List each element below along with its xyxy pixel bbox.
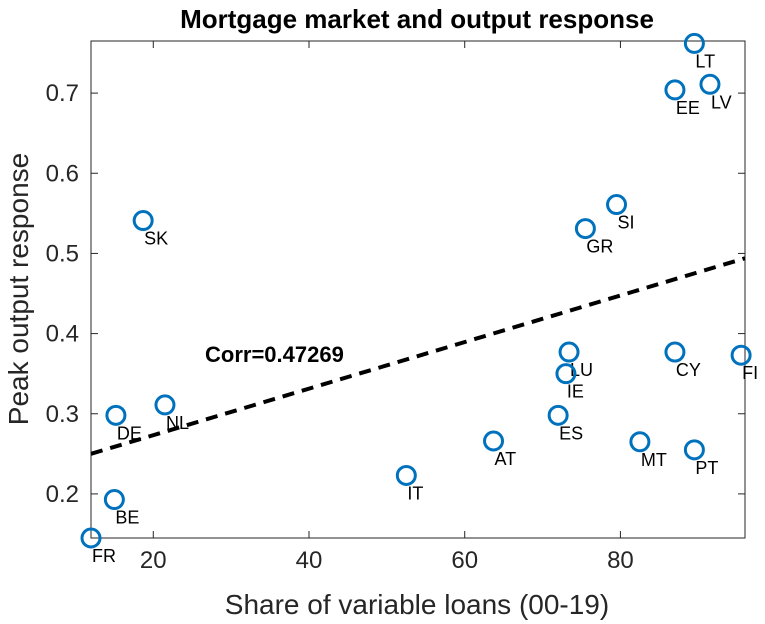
data-point-de xyxy=(105,404,127,426)
y-tick-label: 0.2 xyxy=(46,481,79,508)
data-point-be xyxy=(103,489,125,511)
chart-title: Mortgage market and output response xyxy=(180,4,654,34)
point-label-it: IT xyxy=(407,483,423,503)
data-point-pt xyxy=(683,439,705,461)
x-tick-label: 20 xyxy=(140,547,167,574)
correlation-annotation: Corr=0.47269 xyxy=(205,342,344,367)
x-axis-label: Share of variable loans (00-19) xyxy=(225,589,609,620)
data-point-nl xyxy=(154,394,176,416)
data-point-cy xyxy=(664,341,686,363)
plot-area xyxy=(90,40,746,539)
point-label-fi: FI xyxy=(742,363,758,383)
data-point-sk xyxy=(132,210,154,232)
y-tick-label: 0.7 xyxy=(46,80,79,107)
point-label-ee: EE xyxy=(676,98,700,118)
data-point-ie xyxy=(555,363,577,385)
y-axis-label: Peak output response xyxy=(3,153,34,425)
point-label-es: ES xyxy=(559,423,583,443)
y-tick-label: 0.3 xyxy=(46,401,79,428)
data-point-at xyxy=(483,430,505,452)
data-point-lt xyxy=(683,32,705,54)
axis-ticks: 20 40 60 80 0.2 0.3 0.4 0.5 0.6 0.7 xyxy=(46,41,745,574)
x-tick-label: 40 xyxy=(296,547,323,574)
data-point-es xyxy=(547,404,569,426)
y-tick-label: 0.4 xyxy=(46,321,79,348)
data-point-gr xyxy=(574,218,596,240)
point-label-sk: SK xyxy=(144,229,168,249)
data-point-it xyxy=(395,464,417,486)
data-point-fr xyxy=(80,527,102,549)
point-label-mt: MT xyxy=(641,450,667,470)
data-point-fi xyxy=(730,344,752,366)
data-point-lv xyxy=(699,73,721,95)
point-label-nl: NL xyxy=(166,413,189,433)
point-label-pt: PT xyxy=(695,458,718,478)
data-point-si xyxy=(606,194,628,216)
point-label-de: DE xyxy=(117,423,142,443)
point-label-lt: LT xyxy=(695,51,715,71)
data-point-ee xyxy=(664,79,686,101)
x-tick-label: 80 xyxy=(607,547,634,574)
trend-line-group xyxy=(90,256,746,456)
data-point-mt xyxy=(629,431,651,453)
point-label-gr: GR xyxy=(586,237,613,257)
y-tick-label: 0.5 xyxy=(46,240,79,267)
point-label-cy: CY xyxy=(676,360,701,380)
point-label-be: BE xyxy=(115,508,139,528)
point-label-si: SI xyxy=(618,213,635,233)
y-tick-label: 0.6 xyxy=(46,160,79,187)
point-label-ie: IE xyxy=(567,382,584,402)
point-label-fr: FR xyxy=(92,546,116,566)
point-label-lv: LV xyxy=(711,92,732,112)
x-tick-label: 60 xyxy=(451,547,478,574)
point-label-at: AT xyxy=(495,449,517,469)
trend-line xyxy=(90,256,746,456)
data-point-lu xyxy=(558,341,580,363)
